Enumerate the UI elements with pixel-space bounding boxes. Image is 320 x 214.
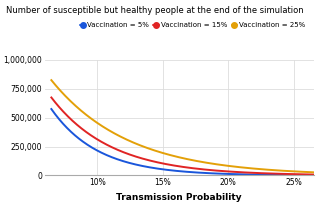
Vaccination = 25% [135, 143, 139, 145]
Vaccination = 25% [49, 79, 53, 82]
Vaccination = 15% [135, 156, 139, 158]
Line: Vaccination = 5%: Vaccination = 5% [51, 109, 314, 175]
Vaccination = 15% [312, 173, 316, 176]
Vaccination = 15% [153, 160, 157, 163]
Vaccination = 5% [240, 173, 244, 176]
Text: Number of susceptible but healthy people at the end of the simulation: Number of susceptible but healthy people… [6, 6, 304, 15]
Vaccination = 25% [240, 166, 244, 169]
Vaccination = 25% [81, 111, 85, 113]
Line: Vaccination = 25%: Vaccination = 25% [51, 80, 314, 172]
Vaccination = 5% [312, 174, 316, 177]
Legend: Vaccination = 5%, Vaccination = 15%, Vaccination = 25%: Vaccination = 5%, Vaccination = 15%, Vac… [77, 19, 308, 31]
X-axis label: Transmission Probability: Transmission Probability [116, 193, 242, 202]
Vaccination = 15% [239, 171, 243, 174]
Line: Vaccination = 15%: Vaccination = 15% [51, 98, 314, 175]
Vaccination = 5% [81, 140, 85, 143]
Vaccination = 15% [214, 169, 218, 172]
Vaccination = 25% [214, 163, 218, 166]
Vaccination = 5% [153, 167, 157, 169]
Y-axis label: Number of People: Number of People [0, 84, 1, 152]
Vaccination = 15% [240, 171, 244, 174]
Vaccination = 5% [214, 172, 218, 175]
Vaccination = 25% [153, 149, 157, 152]
Vaccination = 15% [81, 128, 85, 131]
Vaccination = 15% [49, 96, 53, 99]
Vaccination = 5% [239, 173, 243, 176]
Vaccination = 5% [49, 108, 53, 110]
Vaccination = 25% [239, 166, 243, 169]
Vaccination = 5% [135, 163, 139, 166]
Vaccination = 25% [312, 171, 316, 174]
